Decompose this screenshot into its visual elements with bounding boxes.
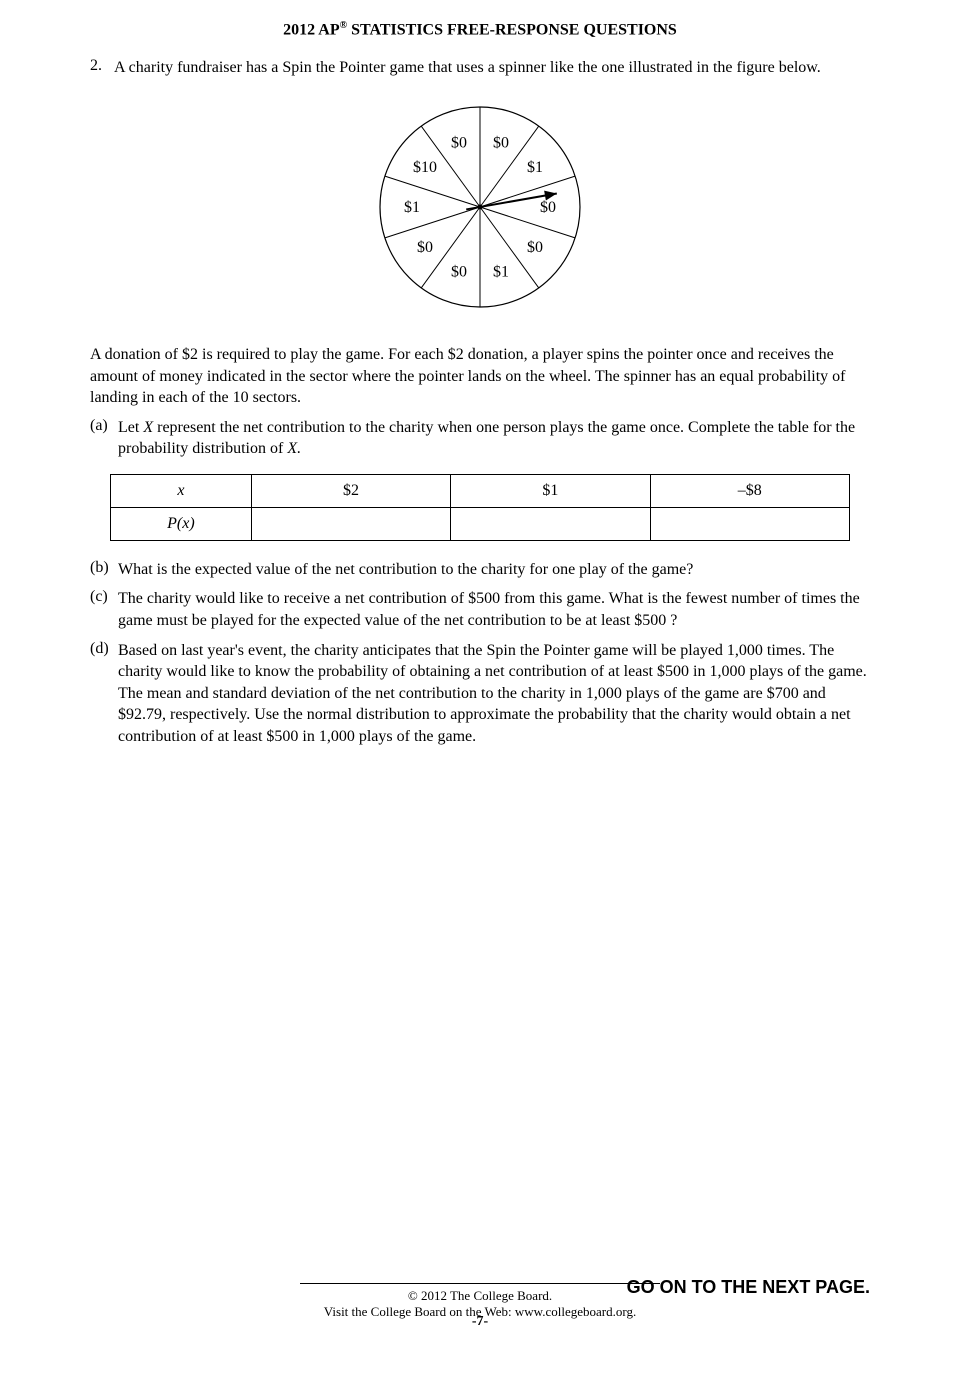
paragraph-rules: A donation of $2 is required to play the… [90,344,870,409]
part-a-label: (a) [90,417,118,460]
table-cell [451,507,650,540]
table-cell: –$8 [650,474,849,507]
part-d-label: (d) [90,640,118,748]
intro-text: A charity fundraiser has a Spin the Poin… [114,57,870,79]
table-cell [251,507,450,540]
part-b: (b) What is the expected value of the ne… [90,559,870,581]
svg-text:$10: $10 [413,159,437,176]
table-cell: $2 [251,474,450,507]
svg-text:$0: $0 [540,199,556,216]
question-intro: 2. A charity fundraiser has a Spin the P… [90,57,870,79]
svg-text:$1: $1 [493,264,509,281]
part-c: (c) The charity would like to receive a … [90,588,870,631]
svg-text:$0: $0 [417,239,433,256]
part-a-X: X [143,419,153,436]
part-b-text: What is the expected value of the net co… [118,559,870,581]
part-a: (a) Let X represent the net contribution… [90,417,870,460]
part-a-text2: represent the net contribution to the ch… [118,419,855,458]
svg-text:$0: $0 [493,134,509,151]
svg-text:$1: $1 [404,199,420,216]
spinner-figure: $0 $1 $0 $0 $1 $0 $0 $1 $10 $0 [90,97,870,322]
table-px-label: P(x) [111,507,252,540]
table-row: x $2 $1 –$8 [111,474,850,507]
table-cell [650,507,849,540]
table-cell: $1 [451,474,650,507]
part-a-text1: Let [118,419,143,436]
page-number: -7- [0,1314,960,1330]
footer-rule [300,1283,660,1284]
table-x-label: x [111,474,252,507]
copyright-text: © 2012 The College Board. [0,1288,960,1304]
exam-page: 2012 AP® STATISTICS FREE-RESPONSE QUESTI… [0,0,960,1340]
part-d: (d) Based on last year's event, the char… [90,640,870,748]
part-a-X2: X. [287,440,301,457]
svg-text:$1: $1 [527,159,543,176]
part-a-body: Let X represent the net contribution to … [118,417,870,460]
question-number: 2. [90,57,114,79]
page-header: 2012 AP® STATISTICS FREE-RESPONSE QUESTI… [90,20,870,39]
probability-table: x $2 $1 –$8 P(x) [110,474,850,541]
part-d-text: Based on last year's event, the charity … [118,640,870,748]
svg-text:$0: $0 [451,134,467,151]
part-c-label: (c) [90,588,118,631]
part-c-text: The charity would like to receive a net … [118,588,870,631]
part-b-label: (b) [90,559,118,581]
svg-text:$0: $0 [451,264,467,281]
spinner-svg: $0 $1 $0 $0 $1 $0 $0 $1 $10 $0 [370,97,590,317]
svg-text:$0: $0 [527,239,543,256]
table-row: P(x) [111,507,850,540]
